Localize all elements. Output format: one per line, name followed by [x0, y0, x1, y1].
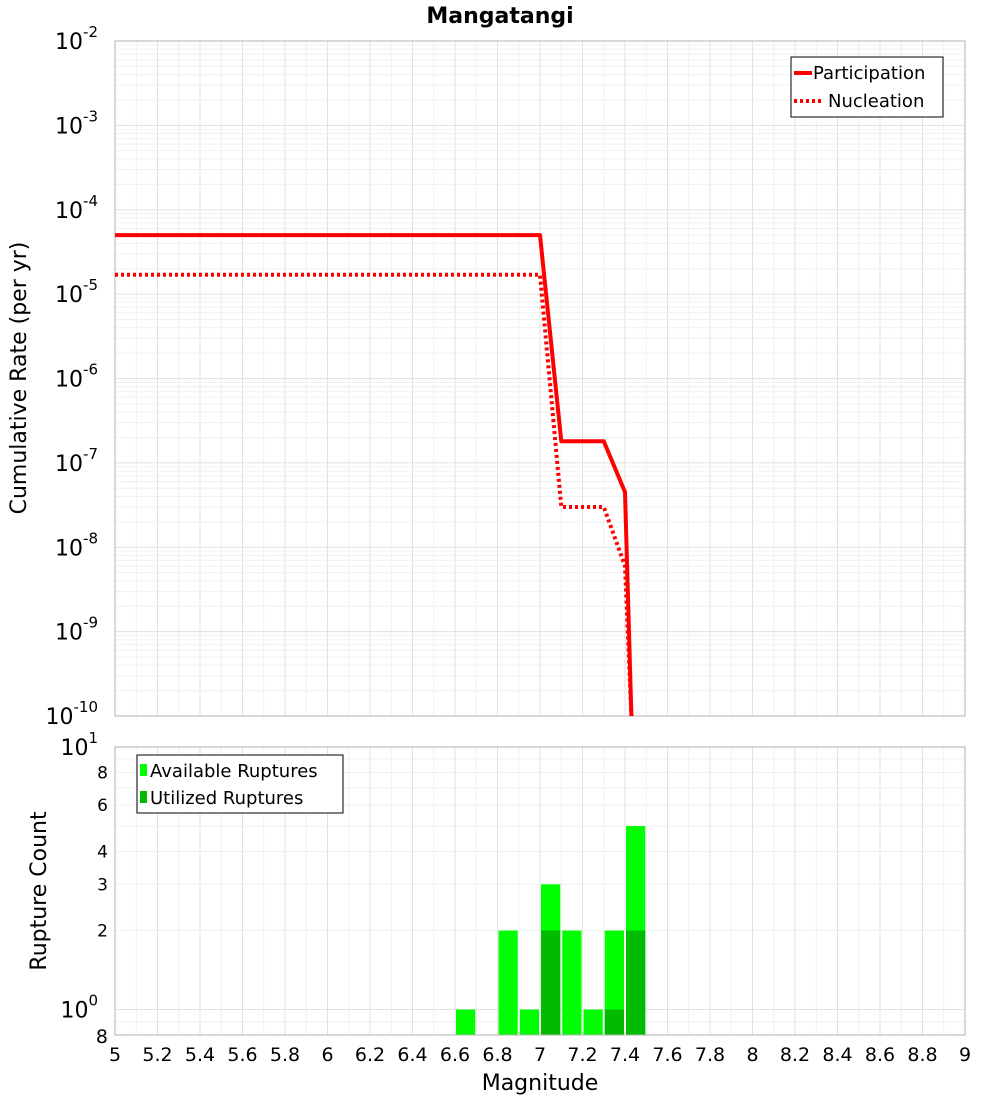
- x-tick-label: 9: [959, 1044, 971, 1066]
- x-tick-label: 8.8: [907, 1044, 937, 1066]
- legend-label-utilized: Utilized Ruptures: [150, 788, 303, 809]
- bottom-y-tick-major: 101: [60, 729, 98, 761]
- bottom-y-tick-label: 2: [97, 922, 108, 942]
- x-tick-label: 6.8: [482, 1044, 512, 1066]
- bar-available: [456, 1009, 476, 1035]
- series-line-participation: [115, 233, 634, 717]
- bottom-y-tick-label: 4: [97, 842, 108, 862]
- chart-title: Mangatangi: [426, 4, 573, 29]
- x-tick-label: 8.4: [822, 1044, 852, 1066]
- top-y-tick-label: 10-3: [55, 107, 98, 139]
- x-tick-label: 8.2: [780, 1044, 810, 1066]
- bottom-y-tick-min: 8: [96, 1026, 108, 1048]
- top-y-tick-label: 10-4: [55, 192, 98, 224]
- bar-available: [562, 930, 582, 1035]
- x-tick-label: 6.2: [355, 1044, 385, 1066]
- x-tick-label: 6.6: [440, 1044, 470, 1066]
- top-y-tick-label: 10-10: [46, 698, 99, 730]
- top-legend: Participation Nucleation: [790, 56, 944, 118]
- top-y-tick-label: 10-7: [55, 445, 98, 477]
- legend-swatch-available: [140, 764, 147, 776]
- legend-label-nucleation: Nucleation: [828, 91, 924, 112]
- bottom-y-tick-label: 8: [97, 763, 108, 783]
- top-legend-box: [790, 56, 944, 118]
- x-tick-label: 8.6: [865, 1044, 895, 1066]
- top-y-tick-label: 10-9: [55, 614, 98, 646]
- bar-utilized: [626, 930, 646, 1035]
- x-tick-label: 5.2: [142, 1044, 172, 1066]
- x-tick-label: 6: [321, 1044, 333, 1066]
- x-tick-label: 5.8: [270, 1044, 300, 1066]
- x-tick-labels: 5 5.2 5.4 5.6 5.8 6 6.2 6.4 6.6 6.8 7 7.2 7.4 7.6 7.8 8…: [109, 1044, 971, 1066]
- bottom-y-tick-label: 6: [97, 796, 108, 816]
- bottom-legend-box: [136, 754, 344, 814]
- legend-label-available: Available Ruptures: [150, 761, 318, 782]
- x-tick-label: 5.6: [227, 1044, 257, 1066]
- bar-available: [519, 1009, 539, 1035]
- top-y-tick-labels: 10-10 10-9 10-8 10-7 10-6 10-5 10-4 10-3 10-2: [46, 23, 99, 730]
- x-tick-label: 7.2: [567, 1044, 597, 1066]
- x-tick-label: 7.6: [652, 1044, 682, 1066]
- x-tick-label: 7: [534, 1044, 546, 1066]
- bottom-y-axis-label: Rupture Count: [27, 811, 52, 971]
- x-tick-label: 5.4: [185, 1044, 215, 1066]
- x-tick-label: 5: [109, 1044, 121, 1066]
- top-plot-frame: [114, 40, 966, 717]
- bar-utilized: [541, 930, 561, 1035]
- x-axis-label: Magnitude: [482, 1071, 599, 1096]
- top-y-tick-label: 10-2: [55, 23, 98, 55]
- x-tick-label: 6.4: [397, 1044, 427, 1066]
- bar-available: [498, 930, 518, 1035]
- bottom-plot-frame: [114, 746, 966, 1036]
- bar-available: [583, 1009, 603, 1035]
- bottom-y-tick-major: 100: [60, 992, 98, 1024]
- bar-available: [604, 930, 624, 1035]
- bottom-bars: [456, 826, 646, 1035]
- top-y-tick-label: 10-6: [55, 361, 98, 393]
- series-line-nucleation: [115, 272, 634, 717]
- top-y-tick-label: 10-5: [55, 276, 98, 308]
- x-tick-label: 8: [746, 1044, 758, 1066]
- bar-utilized: [604, 1009, 624, 1035]
- legend-swatch-utilized: [140, 791, 147, 803]
- top-plot-grid: [114, 41, 966, 717]
- top-y-tick-label: 10-8: [55, 529, 98, 561]
- x-tick-label: 7.8: [695, 1044, 725, 1066]
- bottom-y-tick-label: 3: [97, 875, 108, 895]
- bottom-legend: Available Ruptures Utilized Ruptures: [136, 754, 344, 814]
- legend-label-participation: Participation: [813, 63, 925, 84]
- top-series-lines: [115, 233, 634, 717]
- top-y-axis-label: Cumulative Rate (per yr): [7, 242, 32, 515]
- x-tick-label: 7.4: [610, 1044, 640, 1066]
